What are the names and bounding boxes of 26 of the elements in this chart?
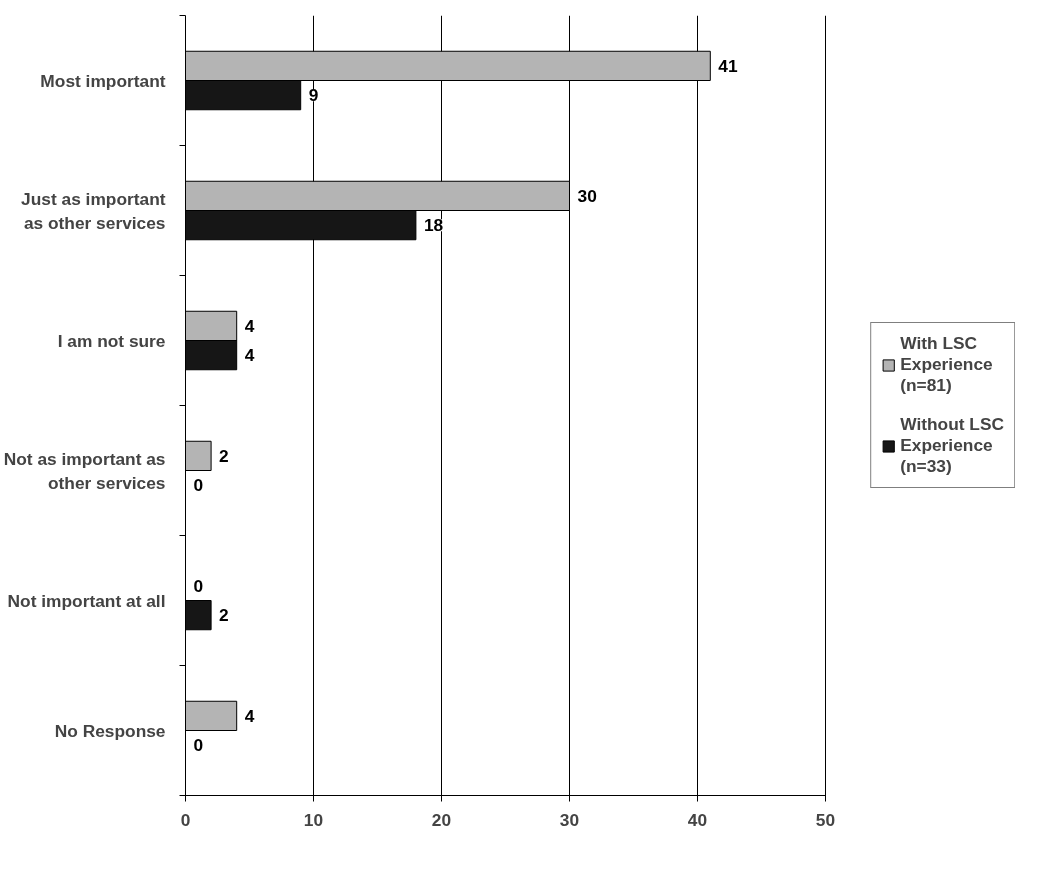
data-label: 4 <box>244 315 255 336</box>
y-tick-label: Just as important as other services <box>21 188 166 233</box>
data-label: 2 <box>219 605 229 626</box>
legend-label: With LSC Experience (n=81) <box>900 333 993 396</box>
data-label: 30 <box>577 185 597 206</box>
data-label: 0 <box>193 575 204 596</box>
y-tick-label: Most important <box>40 70 166 91</box>
y-tick-label: I am not sure <box>57 330 166 351</box>
x-tick-label: 20 <box>431 809 452 830</box>
y-tick-label: Not as important as other services <box>3 448 166 493</box>
data-label: 2 <box>219 445 229 466</box>
data-label: 4 <box>244 345 255 366</box>
x-tick-label: 50 <box>815 809 836 830</box>
data-label: 41 <box>718 55 738 76</box>
data-label: 18 <box>423 215 444 236</box>
y-tick-label: Not important at all <box>7 590 166 611</box>
data-label: 0 <box>193 475 204 496</box>
x-tick-label: 30 <box>559 809 580 830</box>
y-tick-label: No Response <box>54 720 166 741</box>
data-label: 0 <box>193 735 204 756</box>
x-tick-label: 40 <box>687 809 708 830</box>
data-label: 4 <box>244 705 255 726</box>
x-tick-label: 0 <box>180 809 191 830</box>
x-tick-label: 10 <box>303 809 324 830</box>
data-label: 9 <box>308 85 319 106</box>
legend-label: Without LSC Experience (n=33) <box>900 414 1004 477</box>
